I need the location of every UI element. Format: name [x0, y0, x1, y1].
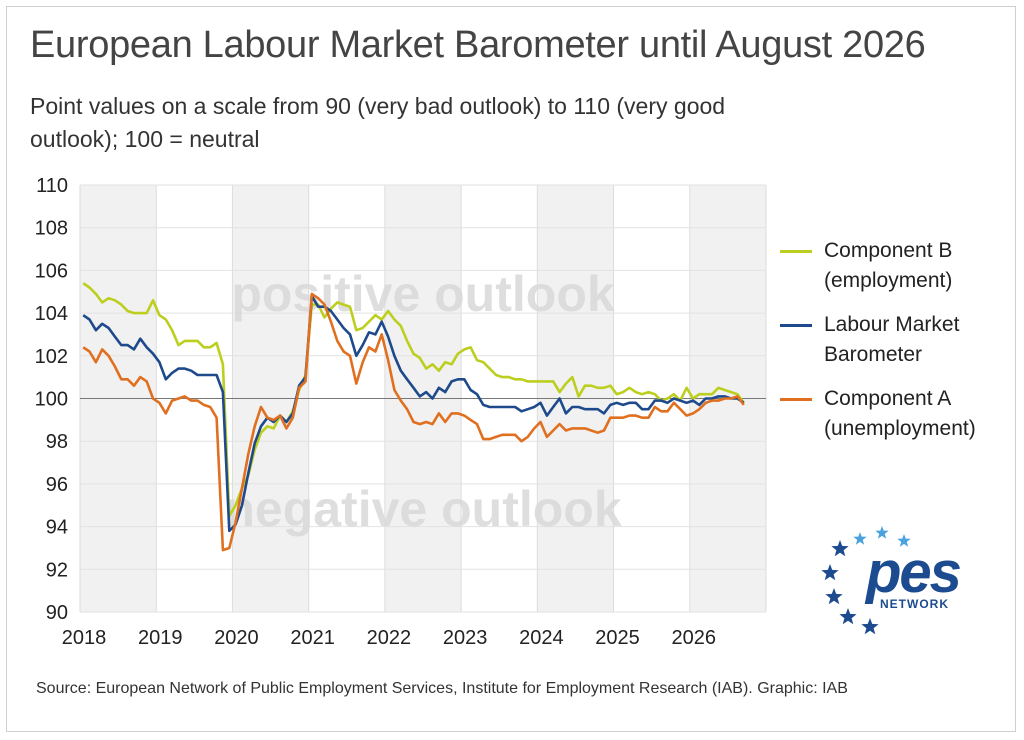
y-tick-label: 102: [35, 346, 68, 368]
star-icon: [839, 608, 857, 625]
x-tick-label: 2025: [595, 627, 640, 649]
legend-item-2: Component A (unemployment): [780, 384, 1015, 444]
series-line-0: [82, 282, 745, 518]
x-tick-label: 2019: [138, 627, 183, 649]
legend-label: Labour Market: [824, 313, 960, 336]
star-icon: [875, 526, 889, 539]
chart-frame: [6, 6, 1016, 732]
legend-item-1: Labour Market Barometer: [780, 310, 1015, 370]
star-icon: [821, 564, 839, 581]
y-tick-label: 106: [35, 260, 68, 282]
pes-network-logo: pes NETWORK: [820, 525, 970, 635]
y-tick-label: 110: [36, 175, 68, 197]
x-tick-label: 2020: [214, 627, 259, 649]
y-tick-label: 96: [46, 474, 68, 496]
legend-swatch: [780, 324, 812, 327]
y-tick-label: 100: [35, 389, 68, 411]
y-tick-label: 94: [46, 517, 68, 539]
x-tick-label: 2024: [519, 627, 564, 649]
series-line-2: [82, 292, 745, 552]
legend-swatch: [780, 398, 812, 401]
legend-label: Barometer: [824, 343, 923, 366]
legend-label: (unemployment): [824, 417, 976, 440]
x-tick-label: 2021: [290, 627, 335, 649]
star-icon: [831, 540, 849, 557]
legend-label: Component A: [824, 387, 952, 410]
y-tick-label: 104: [35, 303, 68, 325]
x-tick-label: 2022: [367, 627, 412, 649]
x-tick-label: 2023: [443, 627, 488, 649]
series-line-1: [82, 294, 745, 533]
legend-label: (employment): [824, 269, 953, 292]
y-tick-label: 90: [46, 602, 68, 624]
x-tick-label: 2026: [672, 627, 717, 649]
y-tick-label: 108: [35, 218, 68, 240]
y-tick-label: 92: [46, 559, 68, 581]
y-tick-label: 98: [46, 431, 68, 453]
logo-word: pes: [866, 540, 962, 605]
source-note: Source: European Network of Public Emplo…: [36, 680, 848, 697]
star-icon: [897, 534, 911, 547]
legend-swatch: [780, 250, 812, 253]
negative-outlook-annotation: negative outlook: [224, 481, 621, 537]
logo-network-text: NETWORK: [880, 597, 949, 611]
star-icon: [825, 588, 843, 605]
legend-item-0: Component B (employment): [780, 236, 1015, 296]
x-tick-label: 2018: [62, 627, 107, 649]
logo-stars: [821, 526, 911, 635]
chart-title: European Labour Market Barometer until A…: [30, 24, 926, 66]
legend: Component B (employment) Labour Market Baro…: [780, 236, 1015, 458]
star-icon: [853, 532, 867, 545]
positive-outlook-annotation: positive outlook: [231, 266, 615, 322]
legend-label: Component B: [824, 239, 953, 262]
chart-subtitle: Point values on a scale from 90 (very ba…: [30, 93, 726, 152]
star-icon: [861, 618, 879, 635]
